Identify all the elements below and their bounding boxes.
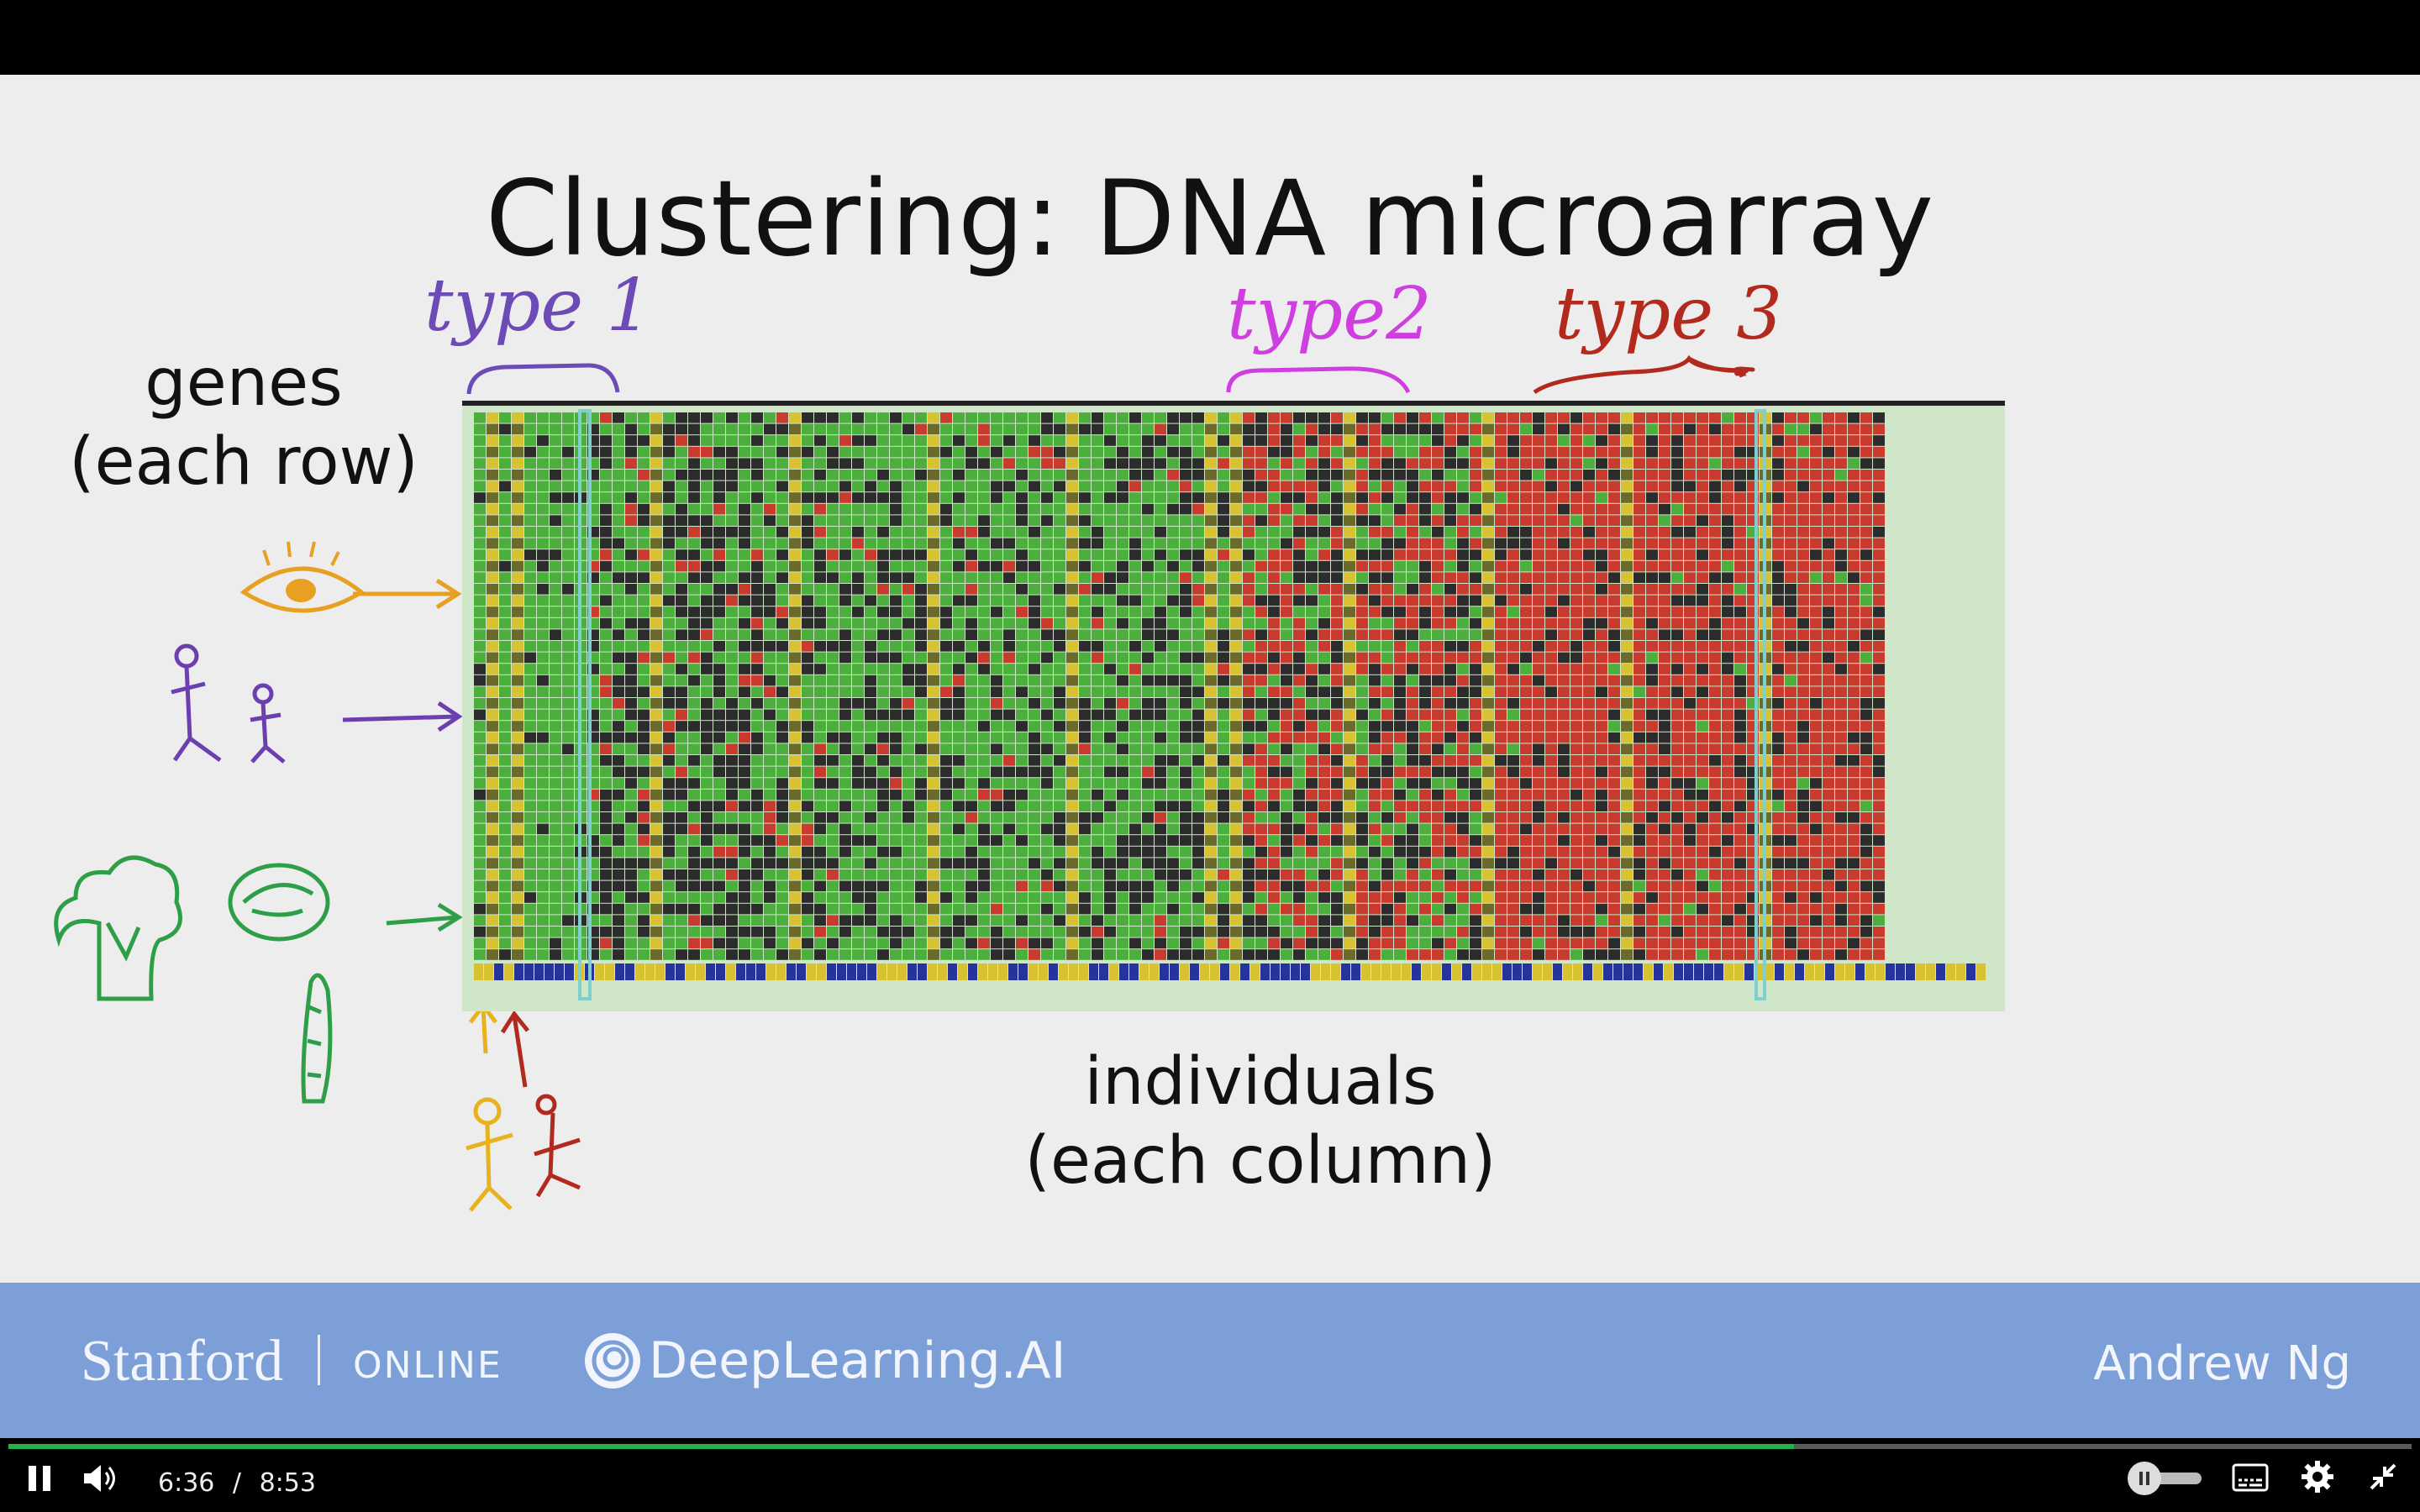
captions-icon[interactable] — [2232, 1463, 2269, 1492]
person-icon — [171, 643, 286, 764]
online-logo-text: ONLINE — [353, 1344, 502, 1387]
deeplearning-logo-icon — [585, 1333, 640, 1389]
heatmap-canvas — [462, 401, 2005, 1011]
figure-yellow-icon — [466, 1001, 513, 1212]
pause-icon[interactable] — [27, 1463, 54, 1494]
annotation-type1: type 1 — [424, 264, 653, 348]
row-label-line2: (each row) — [69, 424, 418, 500]
stanford-logo-text: Stanford — [81, 1329, 284, 1394]
annotation-type3: type 3 — [1555, 272, 1783, 356]
course-footer: Stanford ONLINE DeepLearning.AI Andrew N… — [0, 1283, 2420, 1438]
pause-small-icon — [2139, 1472, 2149, 1485]
progress-bar-fill — [8, 1444, 1794, 1449]
arrow-eye — [353, 578, 462, 610]
brace-type2 — [1226, 366, 1411, 394]
progress-bar[interactable] — [8, 1444, 2412, 1449]
settings-gear-icon[interactable] — [2301, 1460, 2334, 1494]
lecture-slide: Clustering: DNA microarray genes (each r… — [0, 75, 2420, 1283]
duration: 8:53 — [259, 1468, 316, 1498]
microarray-heatmap — [462, 401, 2005, 1011]
brace-type3 — [1533, 354, 1755, 395]
volume-icon[interactable] — [82, 1462, 119, 1495]
top-letterbox — [0, 0, 2420, 75]
annotation-type2: type2 — [1227, 272, 1432, 356]
arrow-vegetables — [386, 902, 463, 932]
current-time: 6:36 — [158, 1468, 215, 1498]
figure-red-icon — [500, 1010, 581, 1198]
row-label: genes (each row) — [50, 344, 437, 501]
eye-icon — [239, 541, 366, 613]
arrow-people — [342, 701, 463, 732]
video-player-controls: 6:36 / 8:53 — [0, 1438, 2420, 1512]
brace-type1 — [466, 363, 620, 395]
column-label-line1: individuals — [1084, 1044, 1437, 1120]
row-label-line1: genes — [145, 345, 343, 421]
column-label: individuals (each column) — [924, 1042, 1597, 1200]
playback-time: 6:36 / 8:53 — [158, 1468, 316, 1498]
column-label-line2: (each column) — [1024, 1123, 1497, 1199]
playback-speed-knob[interactable] — [2128, 1462, 2161, 1495]
exit-fullscreen-icon[interactable] — [2368, 1462, 2398, 1492]
presenter-name: Andrew Ng — [2093, 1336, 2351, 1391]
vegetables-icon — [54, 855, 333, 1104]
logo-divider — [318, 1335, 320, 1385]
handwriting-layer — [54, 354, 1755, 1212]
time-separator: / — [232, 1468, 242, 1498]
slide-title: Clustering: DNA microarray — [485, 159, 1935, 280]
deeplearning-logo-text: DeepLearning.AI — [649, 1331, 1066, 1390]
